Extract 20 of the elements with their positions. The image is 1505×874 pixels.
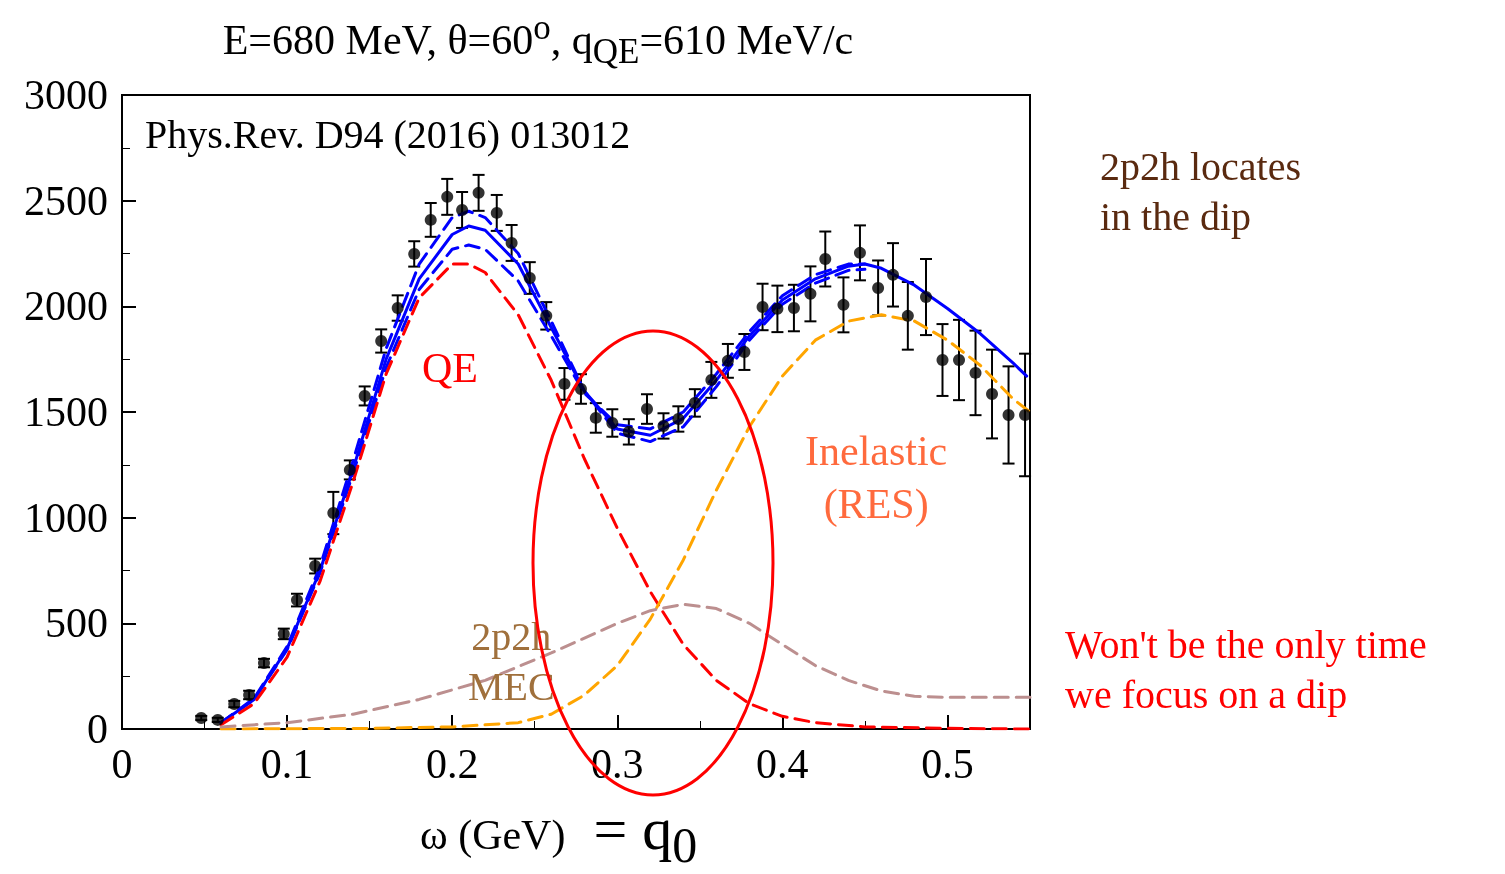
x-tick-label: 0.3 [591, 741, 644, 787]
y-tick-label: 2500 [24, 177, 108, 224]
y-tick-label: 500 [45, 600, 108, 647]
chart-title: E=680 MeV, θ=60$^{o}$, q$_{QE}$=610 MeV/c [221, 8, 855, 73]
x-axis-title: ω (GeV) [420, 811, 566, 859]
x-tick-label: 0.4 [756, 741, 809, 787]
annotation: Phys.Rev. D94 (2016) 013012 [145, 111, 631, 159]
annotation: QE [422, 344, 478, 393]
x-tick-label: 0.2 [425, 741, 479, 787]
text: Won't be the only time we focus on a dip [1065, 621, 1427, 719]
y-tick-label: 2000 [24, 283, 108, 330]
y-tick-label: 1500 [24, 389, 108, 435]
annotation: Inelastic (RES) [805, 427, 948, 529]
y-tick-label: 1000 [24, 494, 108, 541]
text: = q$_{0}$ [593, 795, 698, 874]
x-tick-label: 0.1 [260, 741, 314, 787]
y-tick-label: 0 [87, 706, 108, 752]
text: 2p2h locates in the dip [1100, 143, 1302, 241]
y-tick-label: 3000 [24, 72, 108, 118]
x-tick-label: 0.5 [921, 741, 974, 787]
